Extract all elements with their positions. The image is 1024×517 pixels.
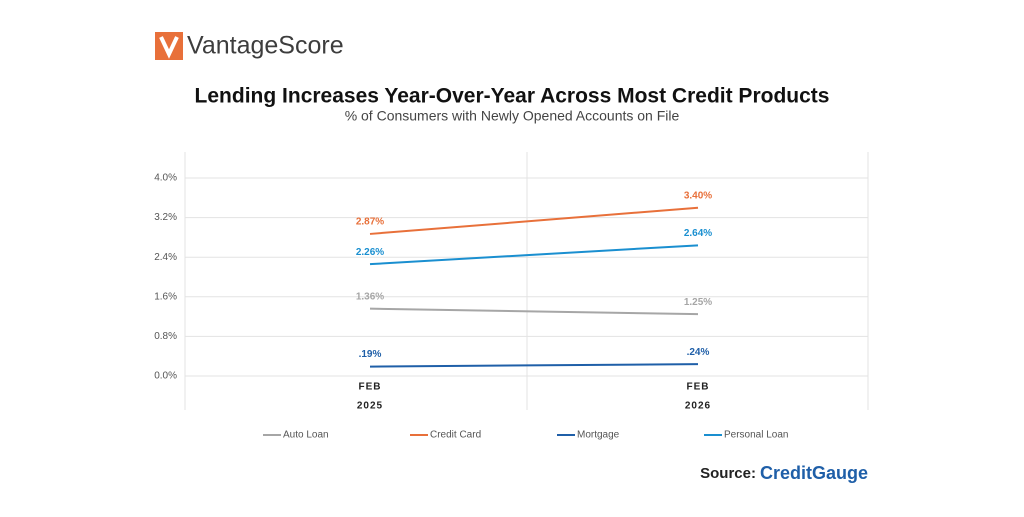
legend-label: Credit Card [430, 430, 481, 441]
data-label: 3.40% [684, 190, 712, 201]
logo: VantageScore [155, 32, 344, 60]
data-label: 1.36% [356, 291, 384, 302]
logo-text: VantageScore [187, 32, 344, 60]
series-line [369, 363, 699, 368]
y-tick-label: 0.8% [154, 331, 177, 342]
data-label: .24% [687, 347, 710, 358]
data-label: 2.26% [356, 247, 384, 258]
legend-label: Auto Loan [283, 430, 329, 441]
data-label: 2.64% [684, 228, 712, 239]
y-tick-label: 3.2% [154, 212, 177, 223]
chart-title: Lending Increases Year-Over-Year Across … [195, 85, 830, 108]
y-tick-label: 1.6% [154, 291, 177, 302]
x-tick-label: 2026 [685, 401, 711, 412]
x-tick-label: 2025 [357, 401, 383, 412]
source-label: Source: [700, 465, 756, 482]
data-label: 2.87% [356, 217, 384, 228]
x-tick-label: FEB [687, 382, 710, 393]
data-label: .19% [359, 349, 382, 360]
logo-check [159, 36, 179, 59]
y-tick-label: 4.0% [154, 173, 177, 184]
series-line [369, 206, 699, 235]
legend-label: Personal Loan [724, 430, 789, 441]
legend-label: Mortgage [577, 430, 620, 441]
x-tick-label: FEB [359, 382, 382, 393]
y-tick-label: 2.4% [154, 252, 177, 263]
source-name: CreditGauge [760, 463, 868, 483]
series-line [369, 244, 699, 266]
data-label: 1.25% [684, 297, 712, 308]
series-line [369, 307, 699, 316]
chart-subtitle: % of Consumers with Newly Opened Account… [345, 108, 680, 124]
y-tick-label: 0.0% [154, 371, 177, 382]
